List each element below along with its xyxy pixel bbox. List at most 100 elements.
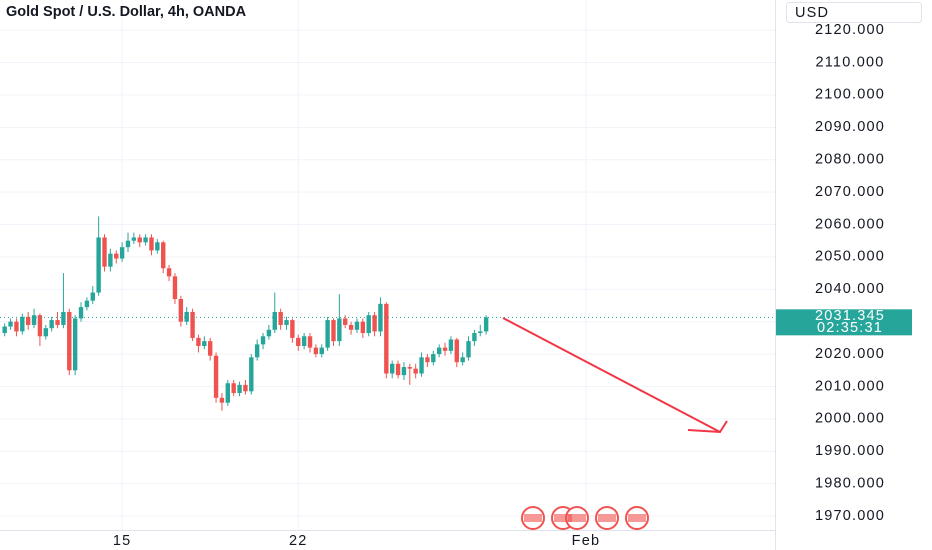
chart-title: Gold Spot / U.S. Dollar, 4h, OANDA [6, 4, 247, 20]
y-tick-label: 2100.000 [815, 87, 885, 103]
candle-body [343, 318, 348, 325]
candle-body [8, 321, 13, 327]
candle-body [202, 341, 207, 346]
candle-body [254, 344, 260, 358]
candle-body [125, 240, 131, 248]
currency-label[interactable]: USD [795, 5, 829, 21]
candle-body [178, 299, 184, 322]
candle-body [366, 315, 371, 334]
x-tick-label: 15 [113, 533, 132, 549]
candle-body [119, 247, 125, 259]
candle-body [219, 397, 225, 403]
candle-body [384, 303, 389, 374]
arrow-head [687, 420, 728, 434]
candle-body [260, 336, 266, 345]
y-tick-label: 2040.000 [815, 281, 885, 297]
candle-body [478, 331, 483, 334]
time-axis: 15 22 Feb [113, 533, 601, 549]
candle-body [84, 300, 90, 308]
candle-body [436, 347, 442, 355]
candle-body [413, 368, 418, 374]
candle-body [360, 321, 366, 334]
candle-body [61, 311, 66, 325]
candle-body [401, 367, 407, 376]
event-flag [568, 514, 586, 522]
y-tick-label: 2020.000 [815, 346, 885, 362]
y-tick-label: 2050.000 [815, 249, 885, 265]
candle-body [337, 318, 342, 342]
candle-body [166, 268, 172, 277]
candle-body [425, 357, 430, 363]
y-tick-label: 2110.000 [815, 54, 884, 70]
y-tick-label: 1990.000 [815, 443, 885, 459]
candle-body [78, 307, 84, 319]
currency-button[interactable]: USD [786, 2, 922, 23]
candle-body [348, 324, 354, 330]
candle-body [354, 321, 360, 330]
candle-body [196, 337, 201, 346]
candle-body [213, 355, 219, 398]
candle-body [313, 347, 319, 355]
candle-body [143, 237, 148, 243]
candle-body [472, 333, 477, 342]
candle-body [14, 321, 19, 332]
candle-body [31, 315, 37, 325]
candle-body [225, 383, 231, 403]
candle-body [301, 336, 307, 346]
currency-box[interactable] [786, 2, 922, 23]
candle-body [442, 347, 448, 351]
candle-body [407, 367, 413, 369]
candles [2, 216, 489, 411]
y-tick-label: 2120.000 [815, 22, 885, 38]
candle-body [149, 237, 154, 251]
event-flag [598, 514, 616, 522]
y-tick-label: 2090.000 [815, 119, 885, 135]
candle-body [319, 347, 324, 355]
candle-body [466, 341, 471, 358]
candle-body [448, 339, 454, 351]
candle-body [290, 320, 295, 338]
trend-arrow [502, 317, 728, 434]
candle-body [278, 311, 283, 325]
candle-body [161, 242, 166, 269]
y-tick-label: 2010.000 [815, 378, 885, 394]
candle-body [389, 363, 395, 374]
y-tick-label: 2060.000 [815, 216, 885, 232]
y-tick-label: 1980.000 [815, 476, 885, 492]
candle-body [190, 311, 195, 338]
candle-body [55, 320, 60, 325]
candle-body [102, 237, 107, 267]
event-flag [628, 514, 646, 522]
last-price-label: 2031.345 [815, 308, 885, 324]
candle-body [137, 237, 142, 243]
candle-body [43, 328, 48, 337]
countdown-label: 02:35:31 [817, 320, 883, 336]
y-tick-label: 2070.000 [815, 184, 885, 200]
candle-body [243, 384, 248, 392]
candle-body [372, 315, 377, 332]
candle-body [25, 316, 31, 325]
last-price-box [776, 309, 912, 336]
arrow-line [502, 317, 721, 433]
candle-body [96, 237, 101, 293]
candle-body [395, 363, 401, 376]
candle-body [296, 337, 301, 346]
candle-body [155, 242, 160, 251]
price-axis: 1970.000 1980.000 1990.000 2000.000 2010.000… [815, 22, 885, 524]
candle-body [325, 320, 330, 348]
candle-body [184, 311, 189, 322]
x-tick-label: Feb [572, 533, 601, 549]
y-tick-label: 1970.000 [815, 508, 885, 524]
y-tick-label: 2080.000 [815, 152, 885, 168]
candle-body [49, 320, 54, 329]
candle-body [67, 311, 72, 371]
candle-body [419, 357, 424, 374]
candle-body [331, 320, 336, 342]
event-icons[interactable] [521, 506, 649, 530]
candle-body [460, 357, 465, 363]
candle-body [131, 237, 137, 241]
